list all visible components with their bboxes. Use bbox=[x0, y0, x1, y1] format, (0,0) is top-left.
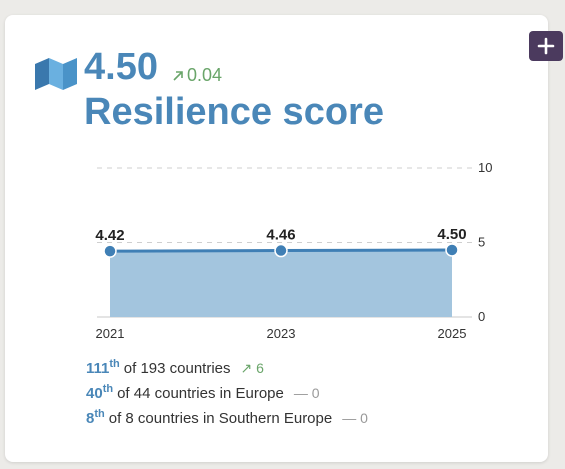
rank-suffix: th bbox=[109, 358, 120, 370]
rank-change: — 0 bbox=[293, 385, 320, 401]
y-tick-label: 0 bbox=[478, 309, 485, 324]
rank-suffix: th bbox=[102, 383, 114, 395]
score-value: 4.50 bbox=[84, 46, 158, 88]
score-delta: 0.04 bbox=[172, 65, 222, 86]
rank-row: 8th of 8 countries in Southern Europe — 0 bbox=[86, 408, 368, 433]
rank-change: ↗ 6 bbox=[240, 360, 264, 376]
rank-row: 111th of 193 countries ↗ 6 bbox=[86, 358, 368, 383]
x-tick-label: 2025 bbox=[438, 326, 467, 341]
data-point bbox=[445, 243, 459, 257]
data-label: 4.42 bbox=[95, 227, 124, 244]
data-point bbox=[103, 244, 117, 258]
rank-text: of 44 countries in Europe bbox=[117, 385, 284, 402]
delta-value: 0.04 bbox=[187, 65, 223, 85]
rank-number: 40th bbox=[86, 383, 114, 402]
rank-text: of 193 countries bbox=[123, 360, 231, 377]
rank-text: of 8 countries in Southern Europe bbox=[108, 410, 333, 427]
y-tick-label: 10 bbox=[478, 160, 492, 175]
data-label: 4.50 bbox=[437, 226, 466, 243]
page-title: Resilience score bbox=[84, 91, 384, 133]
plus-icon bbox=[537, 37, 555, 55]
data-label: 4.46 bbox=[266, 227, 295, 244]
y-tick-label: 5 bbox=[478, 235, 485, 250]
x-tick-label: 2023 bbox=[267, 326, 296, 341]
arrow-up-right-icon bbox=[173, 70, 183, 81]
add-button[interactable] bbox=[529, 31, 563, 61]
rank-number: 111th bbox=[86, 358, 120, 377]
rank-list: 111th of 193 countries ↗ 6 40th of 44 countr… bbox=[86, 358, 368, 433]
rank-change: — 0 bbox=[342, 410, 368, 426]
x-tick-label: 2021 bbox=[96, 326, 125, 341]
data-point bbox=[274, 243, 288, 258]
rank-number: 8th bbox=[86, 408, 105, 427]
rank-suffix: th bbox=[94, 408, 105, 420]
map-icon bbox=[35, 58, 77, 90]
resilience-card bbox=[5, 15, 548, 462]
series-area bbox=[110, 249, 452, 317]
rank-row: 40th of 44 countries in Europe — 0 bbox=[86, 383, 368, 408]
